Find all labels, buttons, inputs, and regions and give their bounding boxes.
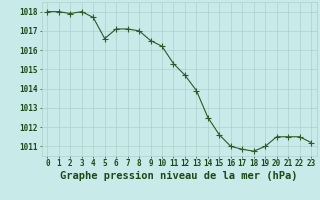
X-axis label: Graphe pression niveau de la mer (hPa): Graphe pression niveau de la mer (hPa) [60,171,298,181]
